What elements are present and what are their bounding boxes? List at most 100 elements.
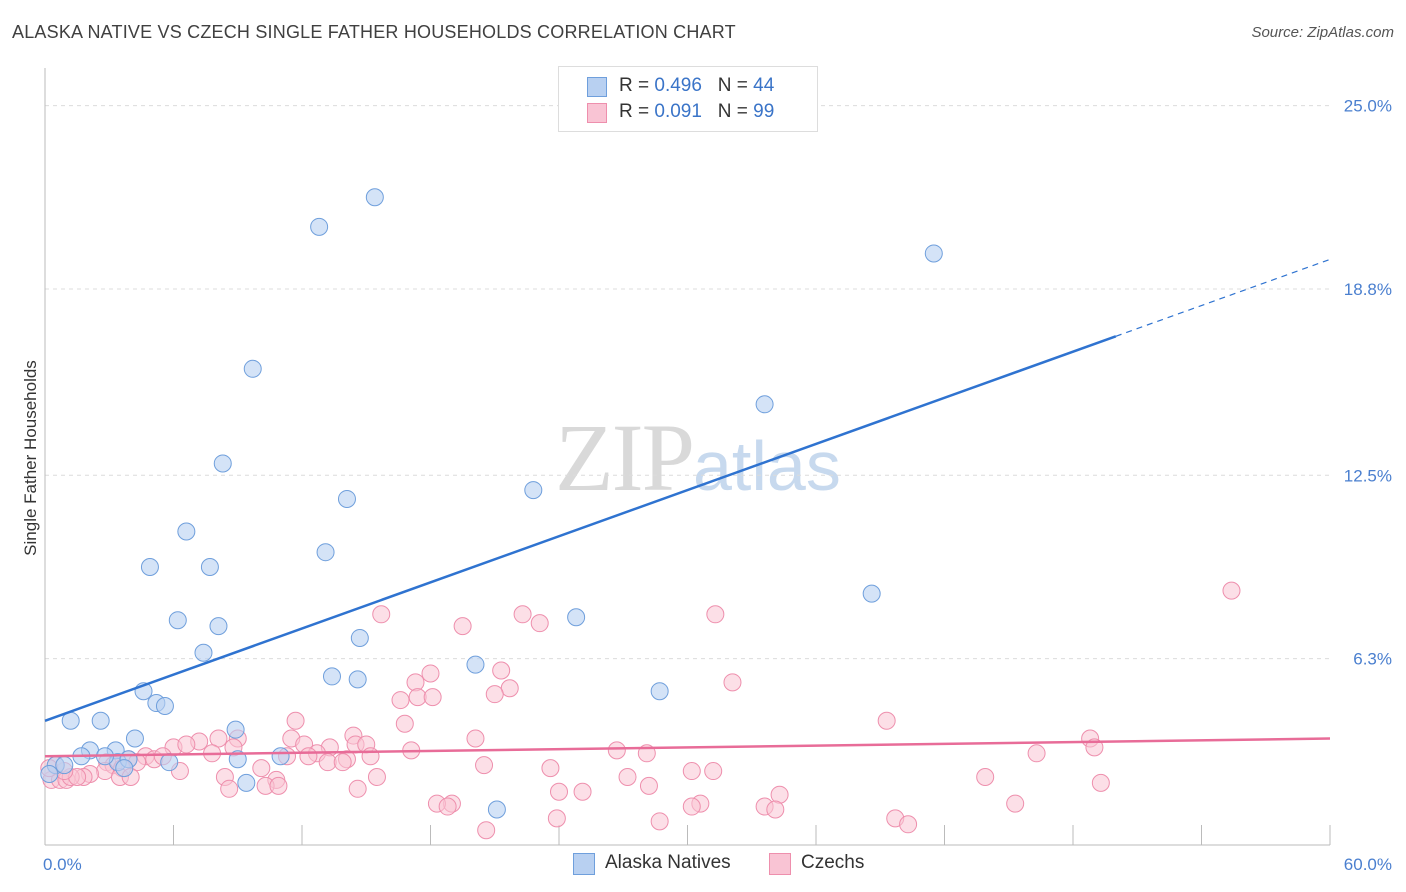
- alaska-natives-point: [348, 670, 367, 689]
- czechs-point: [877, 711, 896, 730]
- alaska-natives-point: [350, 628, 369, 647]
- alaska-natives-point: [140, 557, 159, 576]
- czechs-point: [406, 673, 425, 692]
- bottom-legend-label: Czechs: [801, 852, 865, 873]
- legend-n-value: 99: [753, 101, 775, 122]
- czechs-point: [766, 800, 785, 819]
- alaska-natives-trend-extension: [1115, 258, 1331, 337]
- legend-n-value: 44: [753, 75, 775, 96]
- czechs-point: [550, 782, 568, 801]
- correlation-legend: R = 0.496 N = 44 R = 0.091 N = 99: [558, 66, 818, 132]
- czechs-point: [1027, 744, 1046, 763]
- czechs-point: [453, 617, 472, 636]
- alaska-natives-point: [55, 756, 74, 775]
- czechs-point: [391, 691, 410, 710]
- czechs-point: [976, 767, 995, 786]
- x-tick-label: 0.0%: [43, 855, 82, 874]
- czechs-point: [682, 762, 701, 781]
- grid-lines: [45, 105, 1330, 660]
- alaska-natives-point: [228, 750, 247, 769]
- czechs-point: [899, 815, 918, 834]
- alaska-natives-point: [115, 759, 134, 778]
- alaska-natives-point: [194, 643, 213, 662]
- y-tick-label: 18.8%: [1344, 280, 1392, 299]
- alaska-natives-point: [160, 753, 179, 772]
- alaska-natives-point: [567, 608, 586, 627]
- czechs-point: [500, 679, 519, 698]
- alaska-natives-point: [322, 667, 341, 686]
- czechs-point: [573, 782, 592, 801]
- alaska-natives-point: [213, 454, 232, 473]
- alaska-natives-point: [310, 217, 329, 236]
- legend-text-pink: R = 0.091 N = 99: [619, 101, 774, 123]
- y-tick-label: 6.3%: [1353, 650, 1392, 669]
- czechs-point: [408, 688, 427, 707]
- czechs-point: [269, 776, 288, 795]
- trend-lines: [44, 258, 1331, 758]
- alaska-natives-point: [755, 395, 774, 414]
- czechs-point: [530, 614, 549, 633]
- alaska-natives-point: [40, 765, 59, 784]
- alaska-natives-point: [466, 655, 485, 674]
- legend-r-value: 0.496: [654, 75, 702, 96]
- y-axis-label: Single Father Households: [21, 360, 40, 556]
- czechs-point: [361, 747, 380, 766]
- czechs-point: [607, 741, 626, 760]
- czechs-point: [639, 776, 658, 795]
- bottom-legend-swatch-blue: [573, 853, 595, 875]
- czechs-point: [1006, 794, 1025, 813]
- legend-swatch-blue: [587, 77, 607, 97]
- bottom-legend-swatch-pink: [769, 853, 791, 875]
- y-tick-label: 12.5%: [1344, 466, 1392, 485]
- czechs-point: [541, 759, 560, 778]
- alaska-natives-point: [271, 747, 290, 766]
- czechs-point: [177, 735, 196, 754]
- alaska-natives-point: [862, 584, 881, 603]
- alaska-natives-point: [155, 696, 174, 715]
- czechs-point: [252, 759, 271, 778]
- alaska-natives-point: [168, 611, 187, 630]
- alaska-natives-point: [524, 481, 543, 500]
- czechs-point: [485, 685, 504, 704]
- czechs-point: [423, 688, 442, 707]
- czechs-point: [438, 797, 457, 816]
- czechs-point: [318, 753, 337, 772]
- y-tick-label: 25.0%: [1344, 97, 1392, 116]
- alaska-natives-point: [337, 489, 356, 508]
- alaska-natives-point: [237, 773, 256, 792]
- legend-r-label: R =: [619, 101, 650, 122]
- czechs-point: [299, 747, 318, 766]
- alaska-natives-point: [487, 800, 506, 819]
- czechs-point: [348, 779, 367, 798]
- alaska-natives-point: [125, 729, 144, 748]
- czechs-point: [395, 714, 414, 733]
- alaska-natives-points: [40, 188, 943, 819]
- czechs-trend-line: [44, 737, 1331, 758]
- czechs-point: [650, 812, 669, 831]
- czechs-point: [1222, 581, 1241, 600]
- legend-n-label: N =: [717, 75, 748, 96]
- bottom-legend-label: Alaska Natives: [605, 852, 731, 873]
- czechs-points: [40, 581, 1241, 840]
- watermark-atlas: atlas: [693, 427, 841, 505]
- czechs-point: [723, 673, 742, 692]
- czechs-point: [220, 779, 239, 798]
- czechs-point: [286, 711, 305, 730]
- czechs-point: [513, 605, 532, 624]
- alaska-natives-point: [924, 244, 943, 263]
- czechs-point: [466, 729, 485, 748]
- czechs-point: [618, 767, 637, 786]
- watermark-zip: ZIP: [555, 404, 695, 511]
- axes: [44, 68, 1331, 846]
- czechs-point: [372, 605, 391, 624]
- chart-title: ALASKA NATIVE VS CZECH SINGLE FATHER HOU…: [12, 22, 736, 42]
- legend-text-blue: R = 0.496 N = 44: [619, 75, 774, 97]
- alaska-natives-point: [650, 682, 669, 701]
- legend-swatch-pink: [587, 103, 607, 123]
- alaska-natives-point: [177, 522, 196, 541]
- czechs-point: [706, 605, 725, 624]
- source-label: Source: ZipAtlas.com: [1251, 24, 1394, 41]
- alaska-natives-point: [365, 188, 384, 207]
- legend-r-label: R =: [619, 75, 650, 96]
